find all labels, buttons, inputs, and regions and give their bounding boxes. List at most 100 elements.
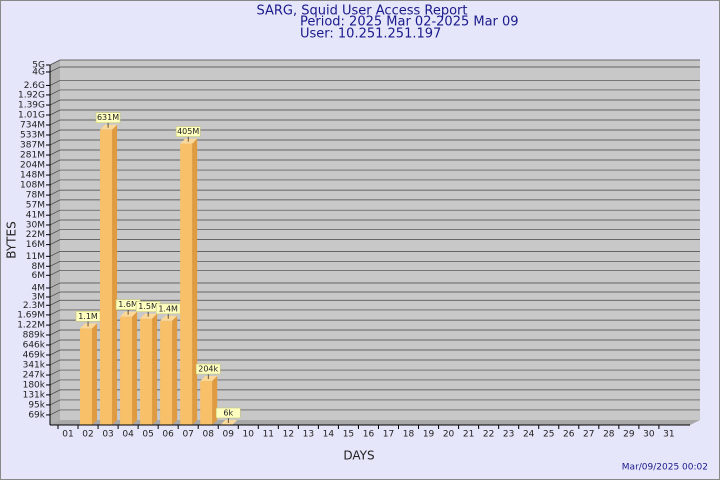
grid-line	[49, 260, 700, 267]
x-tick-label: 20	[443, 430, 455, 440]
x-tick-label: 02	[82, 430, 93, 440]
value-label: 1.6M	[118, 300, 138, 309]
y-tick-label: 131k	[23, 390, 46, 400]
x-tick-label: 31	[663, 430, 674, 440]
x-tick-label: 26	[563, 430, 575, 440]
bar-top	[80, 323, 98, 329]
grid-line	[49, 89, 700, 96]
y-tick-label: 281M	[20, 151, 45, 161]
grid-line	[49, 59, 700, 66]
grid-line	[49, 291, 700, 298]
x-tick-label: 18	[403, 430, 415, 440]
y-tick-label: 4G	[32, 67, 45, 77]
grid-line	[49, 409, 700, 416]
grid-line	[49, 229, 700, 235]
grid-line	[49, 159, 700, 166]
chart-title: SARG, Squid User Access Report	[257, 4, 468, 19]
grid-line	[49, 189, 700, 196]
x-tick-label: 12	[283, 430, 294, 440]
bar	[160, 320, 173, 425]
chart-user: User: 10.251.251.197	[300, 27, 441, 42]
grid-line	[49, 179, 700, 186]
x-tick-label: 23	[503, 430, 514, 440]
grid-line	[49, 299, 700, 306]
grid-line	[49, 269, 700, 276]
y-tick-label: 1.39G	[18, 101, 45, 111]
y-tick-label: 22M	[26, 230, 45, 240]
bar	[200, 381, 213, 425]
x-tick-label: 10	[243, 430, 255, 440]
value-label: 631M	[97, 113, 119, 122]
bar-side	[192, 138, 198, 425]
x-tick-label: 07	[182, 430, 193, 440]
y-tick-label: 1.69M	[17, 310, 45, 320]
y-tick-label: 387M	[20, 141, 45, 151]
y-tick-label: 95k	[28, 400, 45, 410]
bar-top	[200, 376, 218, 382]
y-tick-label: 41M	[26, 211, 45, 221]
grid-line	[49, 169, 700, 176]
grid-line	[49, 399, 700, 406]
y-tick-label: 889k	[23, 331, 46, 341]
chart-subtitle: Period: 2025 Mar 02-2025 Mar 09	[300, 15, 519, 30]
bar	[100, 129, 113, 425]
grid-line	[49, 369, 700, 376]
grid-line	[49, 219, 700, 226]
grid-line	[49, 99, 700, 106]
x-tick-label: 19	[423, 430, 435, 440]
y-tick-label: 204M	[20, 161, 45, 171]
y-tick-label: 16M	[26, 240, 45, 250]
grid-line	[49, 129, 700, 136]
grid-line	[49, 309, 700, 316]
x-tick-label: 11	[263, 430, 274, 440]
grid-line	[49, 109, 700, 116]
y-tick-label: 5G	[32, 61, 45, 71]
bar-top	[100, 124, 118, 130]
value-label: 1.4M	[158, 304, 178, 313]
grid-line	[49, 239, 700, 245]
footer: Mar/09/2025 00:02	[622, 463, 708, 473]
grid-line	[49, 282, 700, 289]
grid-line	[49, 250, 700, 257]
x-tick-label: 13	[303, 430, 314, 440]
grid-line	[49, 209, 700, 216]
value-label: 6k	[223, 409, 233, 418]
y-tick-label: 69k	[28, 410, 45, 420]
bar-top	[160, 315, 178, 321]
y-tick-label: 11M	[26, 252, 45, 262]
y-tick-label: 734M	[20, 120, 45, 130]
grid-line	[49, 359, 700, 366]
label-box	[155, 303, 181, 315]
y-tick-label: 180k	[23, 380, 46, 390]
bar-side	[132, 311, 138, 425]
x-tick-label: 08	[202, 430, 214, 440]
bar	[180, 143, 193, 425]
y-tick-label: 533M	[20, 131, 45, 141]
y-tick-label: 148M	[20, 171, 45, 181]
bar-side	[172, 315, 178, 425]
x-tick-label: 16	[363, 430, 375, 440]
bar-top	[220, 420, 238, 425]
bar-top	[120, 311, 138, 317]
label-box	[215, 407, 241, 419]
bar-side	[112, 124, 118, 425]
y-tick-label: 108M	[20, 180, 45, 190]
grid-line	[49, 139, 700, 146]
plot-area	[50, 60, 700, 425]
x-tick-label: 21	[463, 430, 474, 440]
label-box	[175, 126, 201, 137]
y-tick-label: 6M	[32, 271, 46, 281]
x-tick-label: 15	[343, 430, 354, 440]
label-box	[195, 363, 221, 375]
x-tick-label: 14	[323, 430, 335, 440]
y-tick-label: 8M	[32, 262, 46, 272]
y-axis-label: BYTES	[5, 221, 19, 258]
grid-line	[49, 149, 700, 156]
bar	[140, 318, 153, 425]
value-label: 1.5M	[138, 302, 158, 311]
bar-top	[140, 313, 158, 319]
x-tick-label: 04	[122, 430, 134, 440]
bar-top	[180, 138, 198, 144]
x-tick-label: 25	[543, 430, 554, 440]
